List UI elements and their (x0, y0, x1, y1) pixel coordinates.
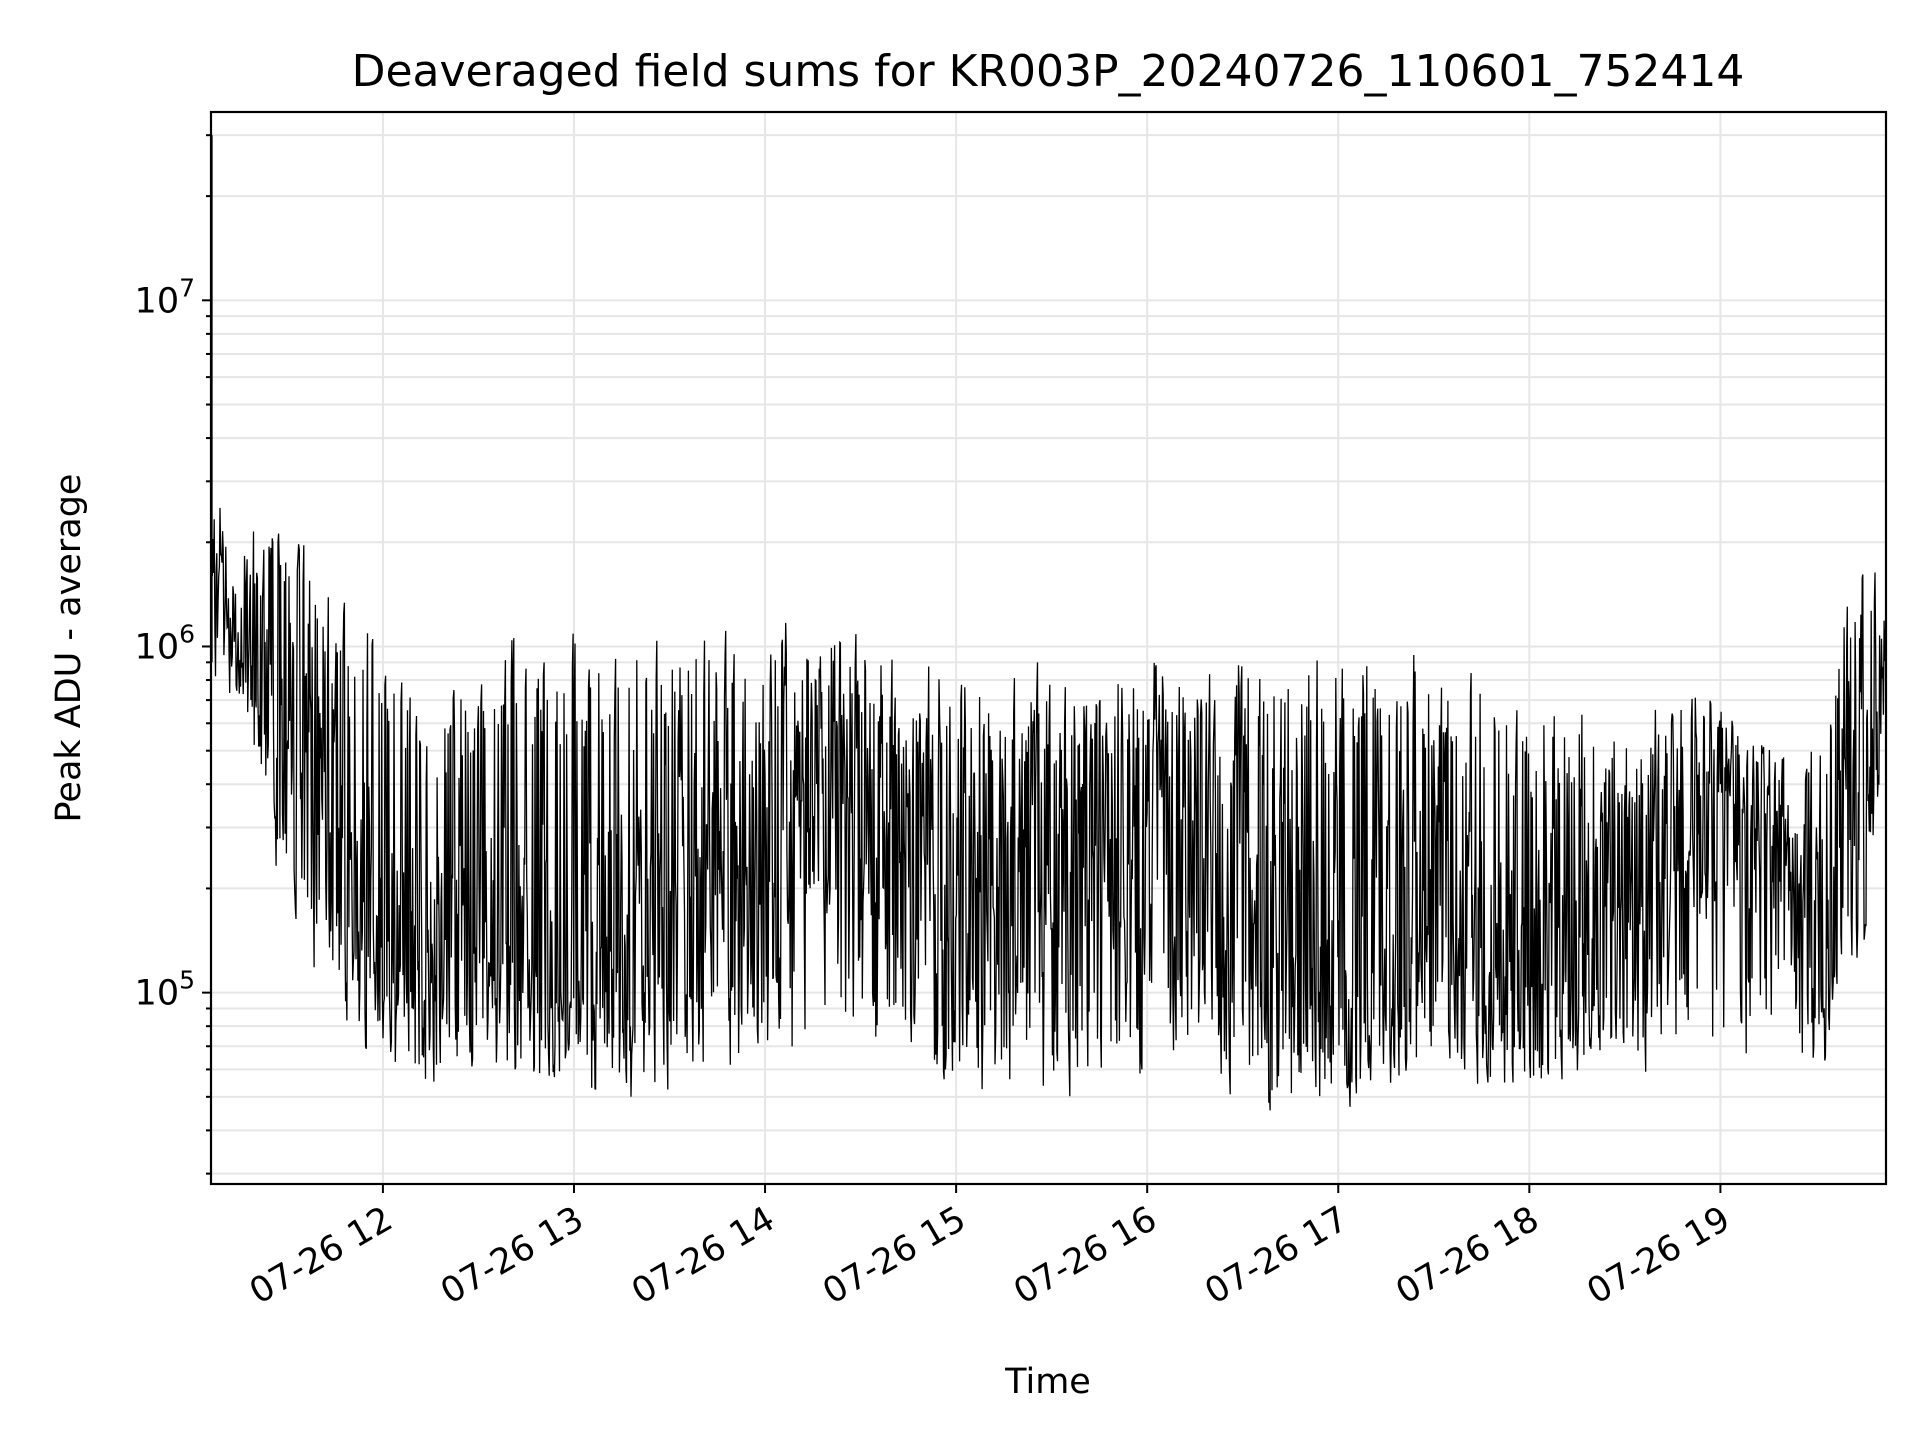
plot-frame (209, 110, 1888, 1186)
x-tick-label: 07-26 16 (1007, 1199, 1163, 1312)
x-tick-label: 07-26 12 (243, 1199, 399, 1312)
x-axis-label: Time (1004, 1362, 1091, 1402)
chart-title: Deaveraged field sums for KR003P_2024072… (352, 46, 1745, 97)
x-tick-label: 07-26 14 (625, 1199, 781, 1312)
data-layer (211, 135, 1886, 1111)
y-tick-label: 107 (135, 273, 195, 321)
y-ticks: 105 106 107 (135, 134, 211, 1175)
y-tick-label: 106 (135, 619, 195, 667)
y-axis-label: Peak ADU - average (49, 474, 89, 823)
x-tick-label: 07-26 15 (816, 1199, 972, 1312)
x-tick-label: 07-26 13 (434, 1199, 590, 1312)
series-line (211, 135, 1886, 1111)
x-tick-label: 07-26 18 (1390, 1199, 1546, 1312)
x-tick-label: 07-26 17 (1198, 1199, 1354, 1312)
grid-layer (211, 112, 1886, 1184)
x-tick-label: 07-26 19 (1581, 1199, 1737, 1312)
y-tick-label: 105 (135, 966, 195, 1014)
x-ticks: 07-26 12 07-26 13 07-26 14 07-26 15 07-26 16… (243, 1184, 1737, 1312)
